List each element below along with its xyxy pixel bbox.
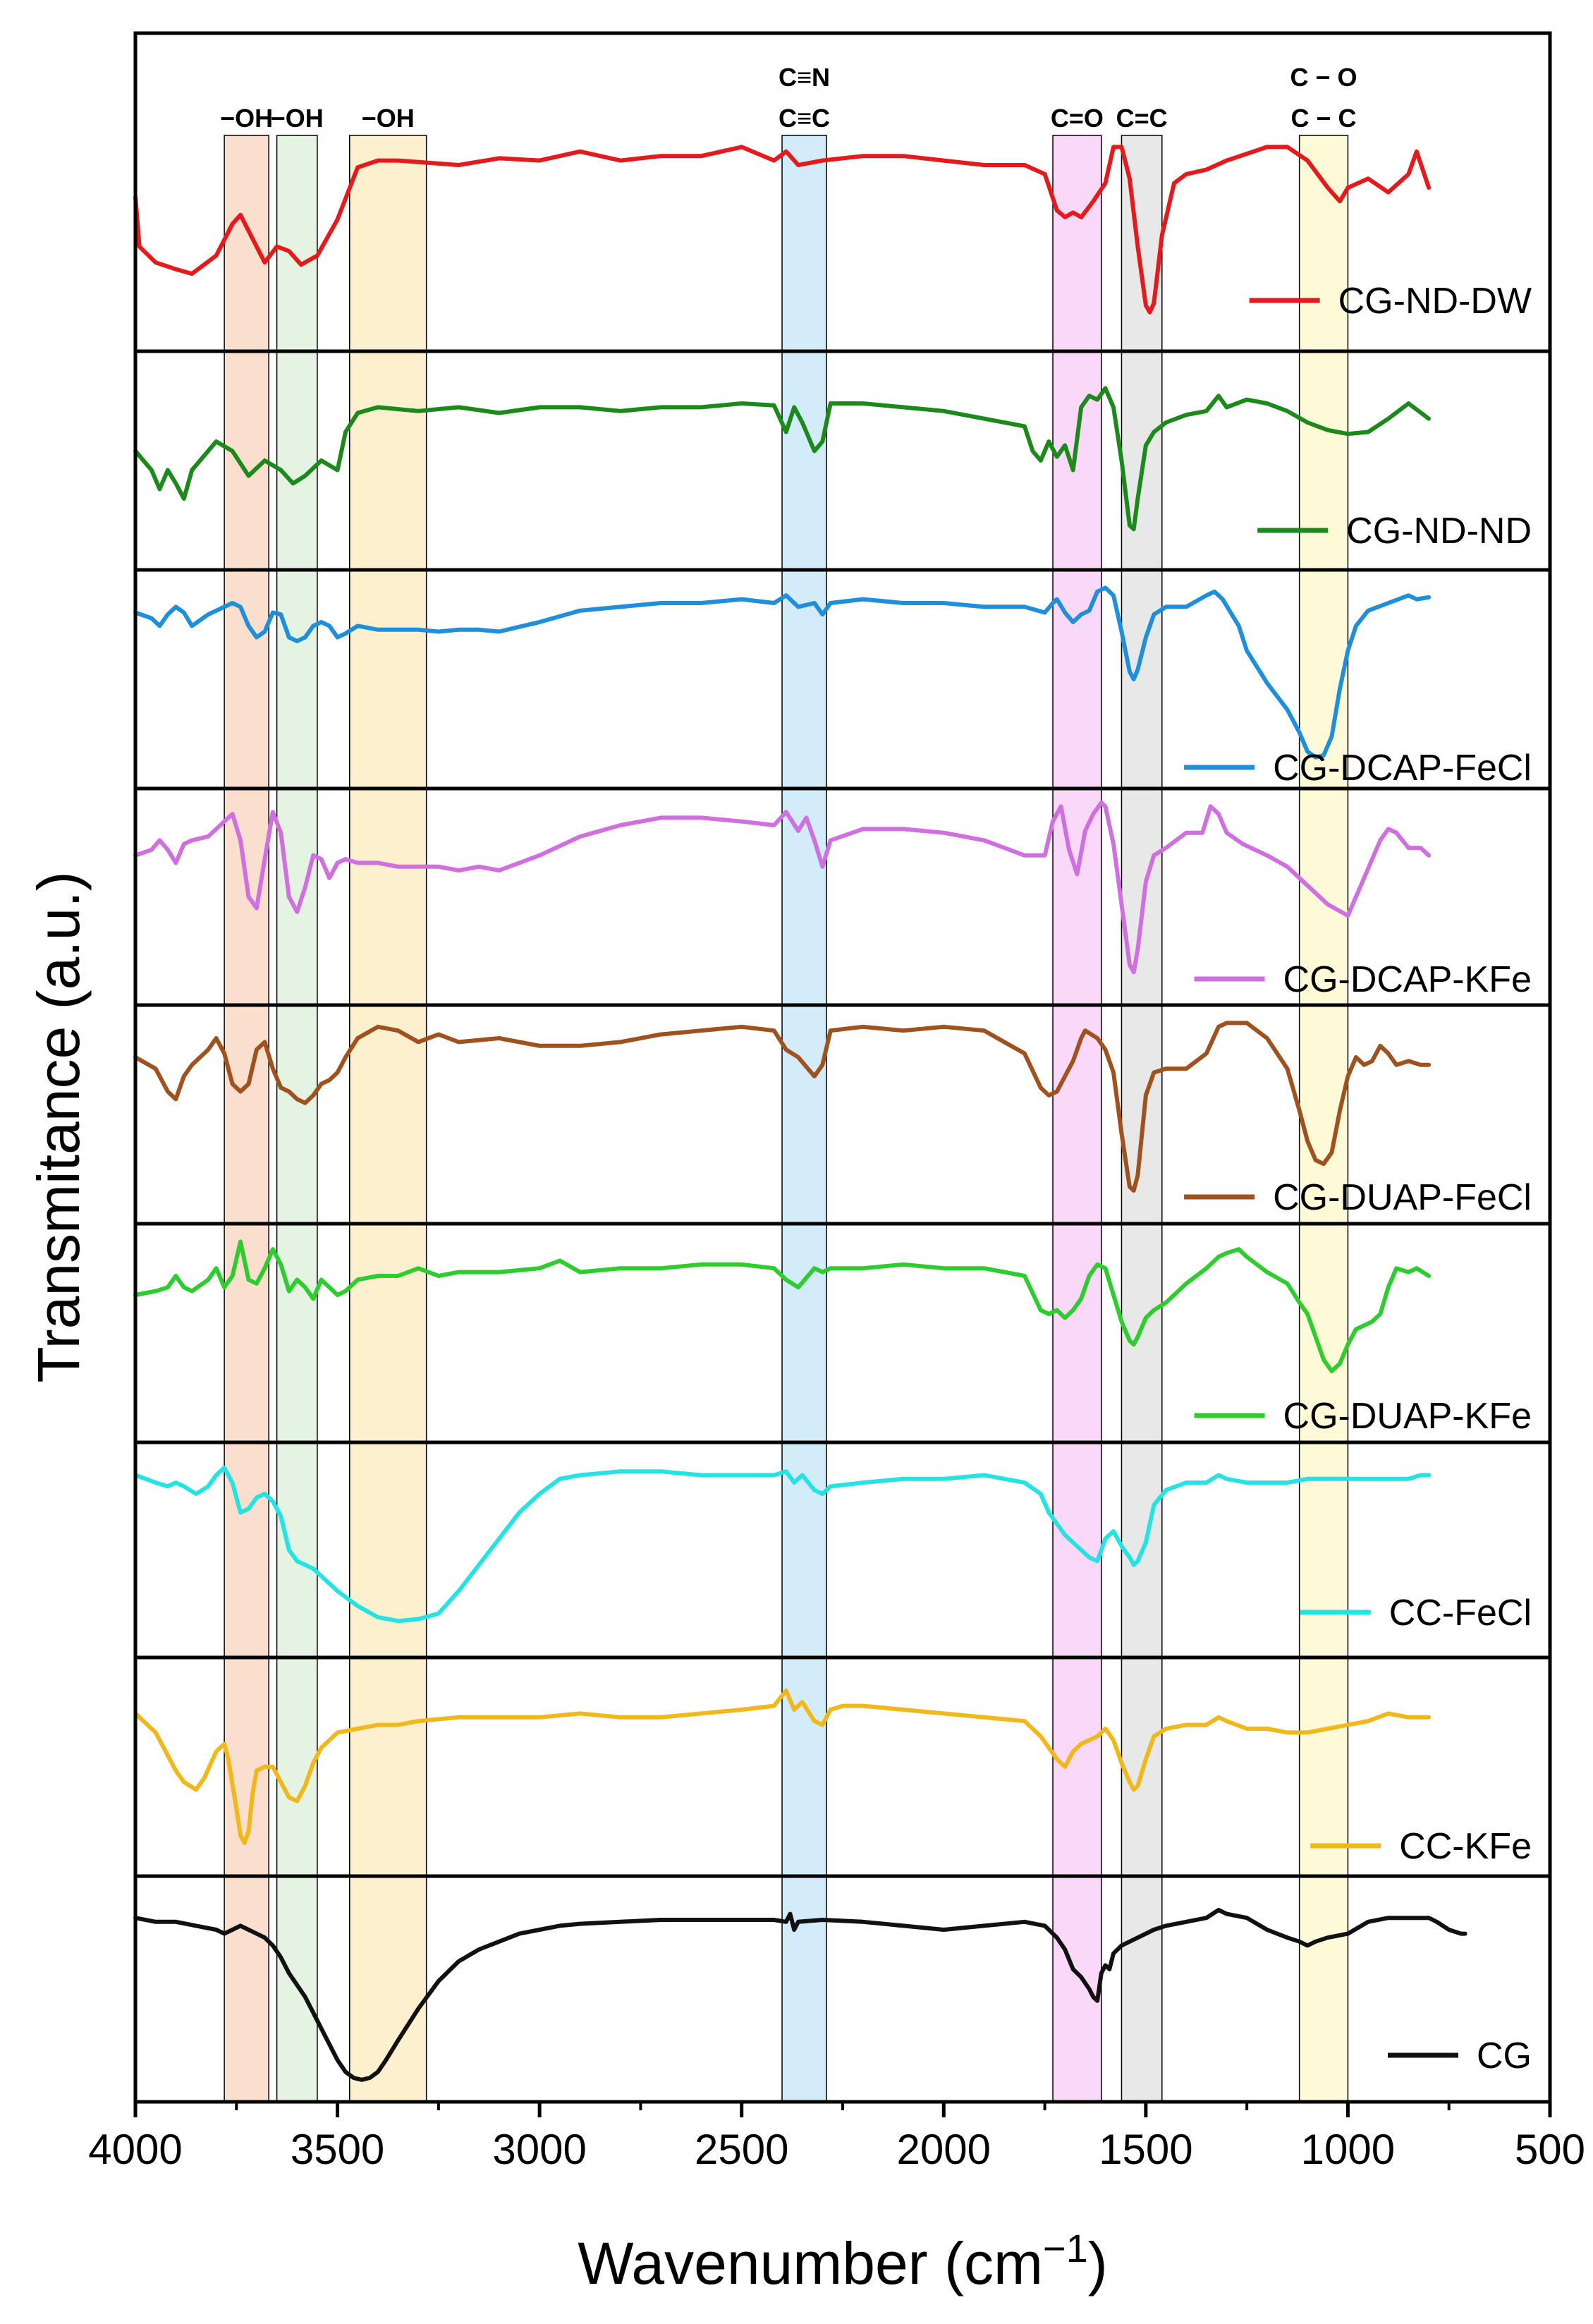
band-1 (224, 135, 269, 2103)
series-line-CG-DCAP-FeCl (133, 585, 1432, 760)
x-axis-title: Wavenumber (cm−1) (578, 2226, 1108, 2297)
band-7-label: C − C (1291, 104, 1357, 133)
x-tick-label: 3500 (291, 2126, 384, 2173)
x-axis-title-superscript: −1 (1043, 2226, 1088, 2270)
x-axis-ticks: 4000 3500 3000 2500 2000 1500 1000 500 (88, 2102, 1585, 2173)
series-line-CC-KFe (133, 1689, 1432, 1845)
band-1-label: −OH (220, 104, 273, 133)
series-line-CG-ND-DW (133, 145, 1432, 315)
band-5 (1052, 135, 1102, 2103)
legend-label-CG-DCAP-FeCl: CG-DCAP-FeCl (1273, 748, 1532, 789)
series-group (133, 145, 1467, 2082)
series-line-CG-DUAP-FeCl (133, 1021, 1432, 1193)
series-line-CC-FeCl (133, 1465, 1432, 1624)
x-tick-label: 3000 (492, 2126, 586, 2173)
band-2-label: −OH (271, 104, 324, 133)
band-6-label: C=C (1116, 104, 1168, 133)
legend-label-CG-DCAP-KFe: CG-DCAP-KFe (1283, 959, 1532, 1000)
x-axis-title-main: Wavenumber (cm (578, 2230, 1043, 2296)
legend-label-CC-KFe: CC-KFe (1399, 1826, 1532, 1867)
series-line-CG-ND-ND (133, 386, 1432, 532)
series-line-CG (133, 1908, 1467, 2082)
x-tick-label: 500 (1515, 2126, 1585, 2173)
band-3 (349, 135, 427, 2103)
band-4-label: C≡C (779, 104, 830, 133)
band-3-label: −OH (362, 104, 415, 133)
legend-label-CG: CG (1477, 2036, 1532, 2076)
series-line-CG-DUAP-KFe (133, 1239, 1432, 1373)
x-tick-label: 1500 (1099, 2126, 1192, 2173)
y-axis-title: Transmitance (a.u.) (25, 871, 92, 1382)
legend-label-CG-ND-DW: CG-ND-DW (1338, 281, 1532, 322)
band-4-label: C≡N (779, 63, 830, 92)
x-tick-label: 1000 (1301, 2126, 1395, 2173)
band-2 (276, 135, 318, 2103)
legend-label-CG-DUAP-FeCl: CG-DUAP-FeCl (1273, 1177, 1532, 1218)
band-5-label: C=O (1051, 104, 1104, 133)
x-tick-label: 2500 (695, 2126, 788, 2173)
legend-label-CG-DUAP-KFe: CG-DUAP-KFe (1283, 1396, 1532, 1437)
band-4 (781, 135, 827, 2103)
band-7-label: C − O (1290, 63, 1357, 92)
legend-group: CG-ND-DW CG-ND-ND CG-DCAP-FeCl CG-DCAP-KFe C… (1184, 281, 1532, 2076)
series-line-CG-DCAP-KFe (133, 801, 1432, 975)
x-axis-title-close: ) (1088, 2230, 1108, 2296)
band-group: −OH−OH −OHC≡NC≡C C=O C=CC − OC − C (220, 63, 1357, 2103)
legend-label-CC-FeCl: CC-FeCl (1389, 1593, 1532, 1634)
x-tick-label: 2000 (897, 2126, 991, 2173)
legend-label-CG-ND-ND: CG-ND-ND (1346, 511, 1532, 552)
x-tick-label: 4000 (88, 2126, 182, 2173)
panel-separators (135, 349, 1550, 1878)
